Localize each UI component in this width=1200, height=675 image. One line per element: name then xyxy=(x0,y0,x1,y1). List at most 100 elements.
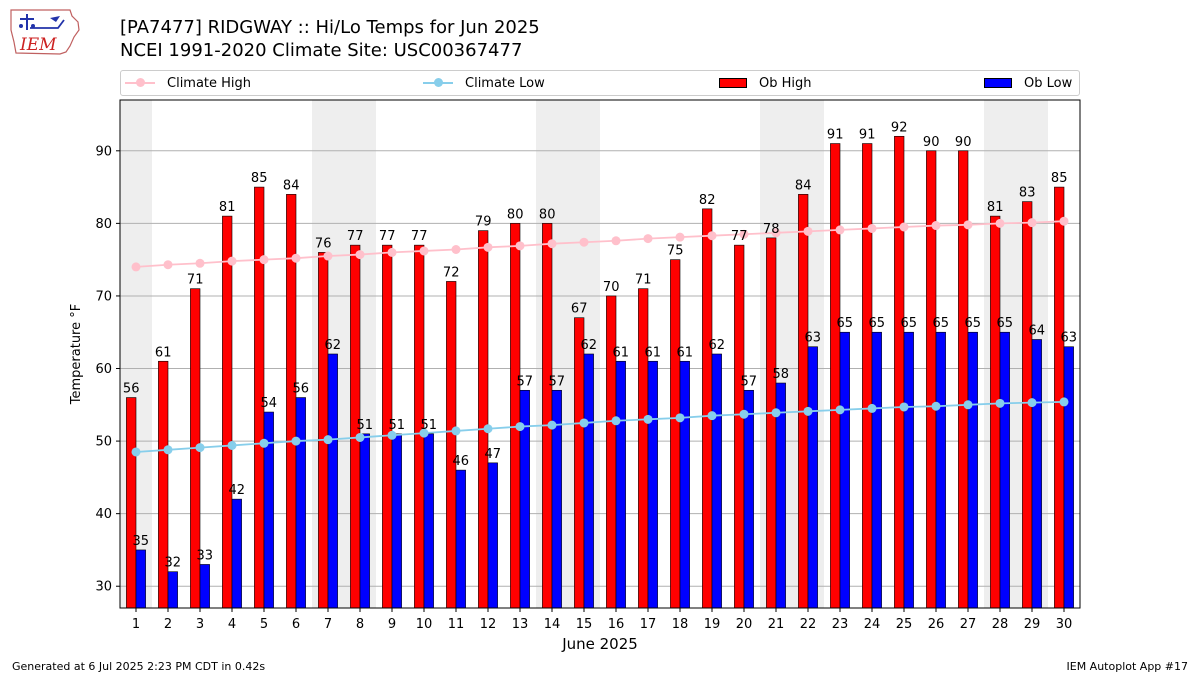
x-axis-label: June 2025 xyxy=(561,635,638,653)
ob-high-value-label: 71 xyxy=(187,273,204,288)
ob-high-bar xyxy=(574,317,585,609)
climate-low-point xyxy=(355,432,365,442)
legend-label-ob-high: Ob High xyxy=(759,75,812,91)
climate-low-point xyxy=(707,411,717,421)
climate-low-point xyxy=(451,426,461,436)
y-tick-label: 30 xyxy=(95,580,112,595)
climate-low-point xyxy=(323,435,333,445)
climate-high-point xyxy=(451,244,461,254)
climate-high-point xyxy=(803,226,813,236)
ob-high-bar xyxy=(702,208,713,609)
climate-high-point xyxy=(643,234,653,244)
ob-low-value-label: 32 xyxy=(165,556,182,571)
ob-high-value-label: 91 xyxy=(859,128,876,143)
x-tick-label: 1 xyxy=(132,617,140,632)
ob-high-value-label: 76 xyxy=(315,236,332,251)
ob-low-bar xyxy=(423,433,434,609)
ob-low-value-label: 64 xyxy=(1029,323,1046,338)
climate-low-point xyxy=(547,420,557,430)
legend-label-climate-high: Climate High xyxy=(167,75,252,91)
ob-low-value-label: 63 xyxy=(1061,331,1078,346)
ob-high-bar xyxy=(606,295,617,609)
x-tick-label: 20 xyxy=(736,617,753,632)
ob-low-bar xyxy=(711,353,722,609)
ob-low-bar xyxy=(391,433,402,609)
ob-high-bar xyxy=(222,215,233,609)
ob-high-bar xyxy=(1054,186,1065,609)
climate-high-point xyxy=(515,241,525,251)
ob-low-value-label: 56 xyxy=(293,382,310,397)
ob-low-value-label: 46 xyxy=(453,454,470,469)
climate-low-point xyxy=(419,428,429,438)
legend-climate-low: Climate Low xyxy=(423,71,545,95)
ob-low-bar xyxy=(967,331,978,609)
ob-high-value-label: 67 xyxy=(571,302,588,317)
x-tick-label: 11 xyxy=(448,617,465,632)
ob-high-value-label: 85 xyxy=(1051,171,1068,186)
ob-high-bar xyxy=(958,150,969,609)
ob-high-value-label: 78 xyxy=(763,222,780,237)
climate-high-swatch xyxy=(125,78,155,87)
chart-title: [PA7477] RIDGWAY :: Hi/Lo Temps for Jun … xyxy=(120,17,540,38)
ob-low-bar xyxy=(327,353,338,609)
ob-high-value-label: 80 xyxy=(507,207,524,222)
climate-low-point xyxy=(899,402,909,412)
ob-high-value-label: 77 xyxy=(379,229,396,244)
ob-high-value-label: 84 xyxy=(283,178,300,193)
legend-ob-high: Ob High xyxy=(719,71,812,95)
ob-low-bar xyxy=(1031,339,1042,609)
ob-high-value-label: 85 xyxy=(251,171,268,186)
x-tick-label: 26 xyxy=(928,617,945,632)
ob-low-value-label: 51 xyxy=(357,418,374,433)
ob-low-value-label: 51 xyxy=(421,418,438,433)
climate-high-point xyxy=(707,231,717,241)
ob-high-value-label: 90 xyxy=(955,135,972,150)
x-tick-label: 5 xyxy=(260,617,268,632)
ob-low-bar xyxy=(135,549,146,609)
legend-label-climate-low: Climate Low xyxy=(465,75,545,91)
ob-high-value-label: 77 xyxy=(731,229,748,244)
ob-low-value-label: 65 xyxy=(965,316,982,331)
climate-low-point xyxy=(611,416,621,426)
ob-high-value-label: 79 xyxy=(475,215,492,230)
ob-low-value-label: 47 xyxy=(485,447,502,462)
climate-high-point xyxy=(675,232,685,242)
climate-low-point xyxy=(867,403,877,413)
climate-high-point xyxy=(323,251,333,261)
ob-low-bar xyxy=(359,433,370,609)
x-tick-label: 28 xyxy=(992,617,1009,632)
climate-low-point xyxy=(291,436,301,446)
climate-low-point xyxy=(995,398,1005,408)
ob-high-value-label: 81 xyxy=(219,200,236,215)
climate-high-point xyxy=(963,220,973,230)
climate-high-point xyxy=(995,218,1005,228)
x-tick-label: 13 xyxy=(512,617,529,632)
climate-high-point xyxy=(771,228,781,238)
ob-high-bar xyxy=(510,223,521,609)
x-tick-label: 18 xyxy=(672,617,689,632)
y-axis-label: Temperature °F xyxy=(69,304,84,405)
ob-low-value-label: 63 xyxy=(805,331,822,346)
climate-high-point xyxy=(483,242,493,252)
climate-low-point xyxy=(1059,397,1069,407)
climate-low-point xyxy=(579,418,589,428)
ob-high-value-label: 90 xyxy=(923,135,940,150)
logo-text: IEM xyxy=(19,35,57,55)
ob-low-value-label: 57 xyxy=(741,374,758,389)
climate-low-point xyxy=(643,414,653,424)
climate-high-point xyxy=(611,236,621,246)
climate-low-point xyxy=(963,400,973,410)
ob-high-value-label: 72 xyxy=(443,265,460,280)
climate-high-point xyxy=(259,255,269,265)
x-tick-label: 21 xyxy=(768,617,785,632)
climate-low-line xyxy=(135,400,1065,453)
ob-low-value-label: 58 xyxy=(773,367,790,382)
climate-low-point xyxy=(931,401,941,411)
ob-low-bar xyxy=(199,564,210,609)
footer-app: IEM Autoplot App #17 xyxy=(1066,660,1189,673)
x-tick-label: 22 xyxy=(800,617,817,632)
ob-high-value-label: 82 xyxy=(699,193,716,208)
ob-low-value-label: 61 xyxy=(613,345,630,360)
ob-high-value-label: 83 xyxy=(1019,186,1036,201)
ob-low-bar xyxy=(167,571,178,609)
